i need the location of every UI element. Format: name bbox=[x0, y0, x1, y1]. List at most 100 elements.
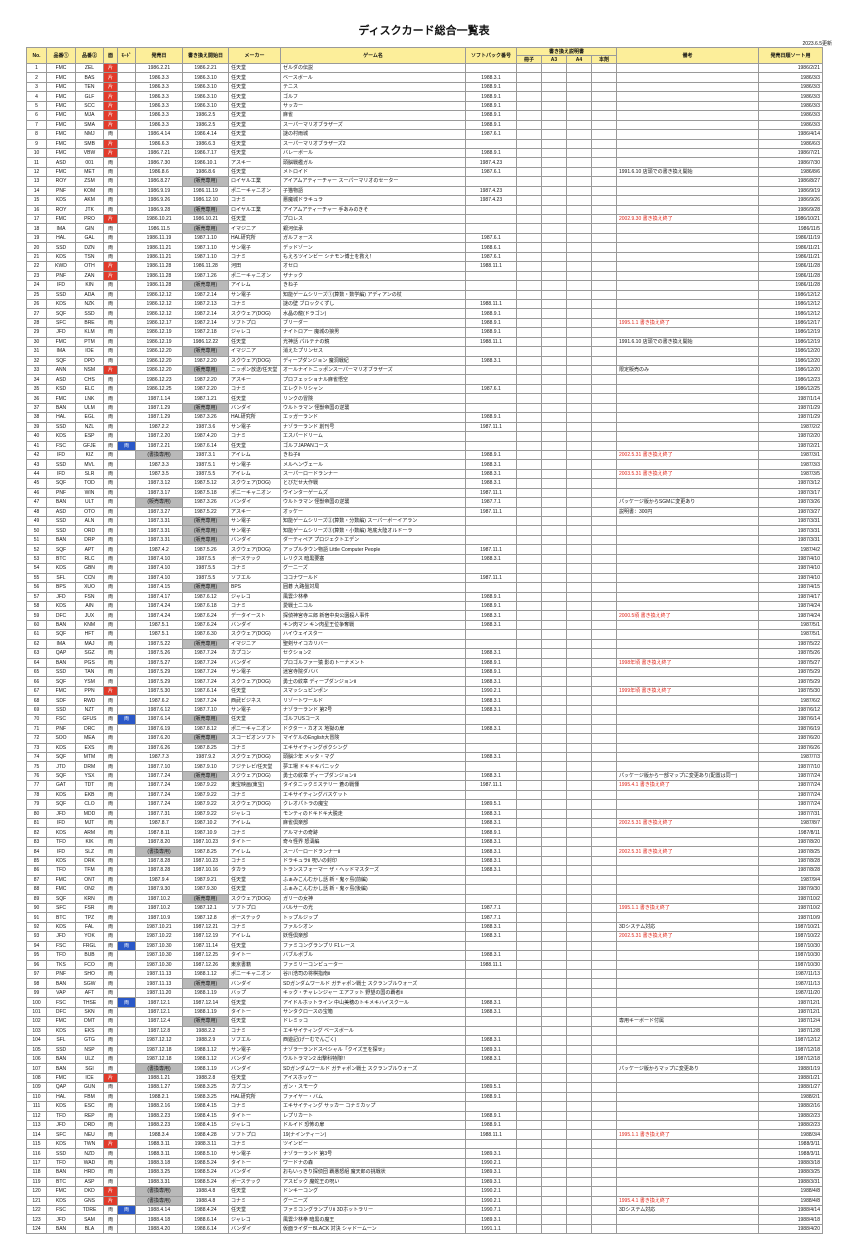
cell-mode: 両 bbox=[117, 1204, 136, 1216]
cell-note bbox=[616, 827, 759, 838]
cell-a3 bbox=[541, 1119, 567, 1131]
table-row: 17 FMC PRO 片 1986.10.21 1986.10.21 任天堂 プロレス 2002… bbox=[26, 213, 823, 225]
cell-a4 bbox=[566, 280, 592, 291]
cell-no: 9 bbox=[26, 138, 47, 149]
cell-note bbox=[616, 100, 759, 112]
cell-a3 bbox=[541, 817, 567, 829]
cell-sort: 1987/3/12 bbox=[758, 478, 823, 489]
cell-maker: 任天堂 bbox=[228, 940, 281, 952]
cell-no: 14 bbox=[26, 185, 47, 197]
cell-soft-pack: 1988.3.1 bbox=[465, 355, 517, 367]
cell-sort: 1987/11/13 bbox=[758, 968, 823, 980]
cell-serial2: ESC bbox=[75, 1101, 104, 1112]
cell-a4 bbox=[566, 648, 592, 659]
cell-sort: 1987/7/24 bbox=[758, 799, 823, 810]
cell-body bbox=[591, 270, 617, 282]
cell-note bbox=[616, 1044, 759, 1055]
cell-booklet bbox=[516, 648, 542, 659]
cell-face: 両 bbox=[103, 534, 118, 546]
cell-note bbox=[616, 619, 759, 631]
cell-face: 両 bbox=[103, 968, 118, 980]
table-row: 81 IFD MJT 両 1987.8.7 1987.10.2 アイレム 麻雀倶楽部 1988.… bbox=[26, 817, 823, 829]
cell-serial2: AIN bbox=[75, 600, 104, 612]
cell-serial1: FMC bbox=[46, 874, 76, 886]
cell-a3 bbox=[541, 1176, 567, 1188]
cell-booklet bbox=[516, 874, 542, 886]
cell-no: 57 bbox=[26, 591, 47, 602]
cell-rewrite-start: 1987.7.24 bbox=[182, 666, 229, 678]
cell-rewrite-start: 1987.4.20 bbox=[182, 431, 229, 442]
cell-sort: 1987/6/26 bbox=[758, 742, 823, 753]
cell-soft-pack bbox=[465, 1101, 517, 1112]
cell-maker: HAL研究所 bbox=[228, 412, 281, 423]
cell-sort: 1987/3/31 bbox=[758, 525, 823, 536]
cell-no: 16 bbox=[26, 204, 47, 216]
cell-maker: 任天堂 bbox=[228, 874, 281, 886]
cell-sort: 1987/10/21 bbox=[758, 921, 823, 933]
cell-maker: バンダイ bbox=[228, 1223, 281, 1234]
table-row: 11 ASD 001 両 1986.7.30 1986.10.1 アスキー 頭脳戦艦ガル 198… bbox=[26, 157, 823, 168]
cell-mode bbox=[117, 487, 136, 499]
cell-a3 bbox=[541, 383, 567, 395]
cell-no: 13 bbox=[26, 176, 47, 187]
cell-sort: 1987/3/26 bbox=[758, 497, 823, 508]
cell-game-name: ナゾラーランド 第3号 bbox=[280, 1148, 466, 1159]
cell-game-name: バレーボール bbox=[280, 147, 466, 159]
table-row: 92 KDS FAL 両 1987.10.21 1987.12.21 コナミ ファルシオン 19… bbox=[26, 921, 823, 933]
cell-soft-pack bbox=[465, 638, 517, 650]
cell-soft-pack bbox=[465, 62, 517, 74]
cell-serial1: BAN bbox=[46, 1053, 76, 1065]
cell-note bbox=[616, 1110, 759, 1122]
cell-a3 bbox=[541, 147, 567, 159]
cell-soft-pack: 1987.4.23 bbox=[465, 185, 517, 197]
cell-no: 26 bbox=[26, 298, 47, 310]
cell-soft-pack: 1991.1.1 bbox=[465, 1223, 517, 1234]
cell-body bbox=[591, 185, 617, 197]
cell-body bbox=[591, 723, 617, 735]
cell-booklet bbox=[516, 827, 542, 838]
table-row: 29 JFD KLM 両 1986.12.19 1987.2.18 ジャレコ ナイトロアー 魔… bbox=[26, 327, 823, 338]
cell-a4 bbox=[566, 487, 592, 499]
cell-mode bbox=[117, 459, 136, 470]
cell-face: 両 bbox=[103, 1016, 118, 1027]
cell-maker: ソフトプロ bbox=[228, 317, 281, 329]
cell-booklet bbox=[516, 1119, 542, 1131]
cell-soft-pack: 1989.5.1 bbox=[465, 1082, 517, 1093]
cell-soft-pack: 1988.3.1 bbox=[465, 997, 517, 1008]
cell-maker: バンダイ bbox=[228, 402, 281, 414]
cell-serial1: DFC bbox=[46, 610, 76, 621]
cell-serial2: HRD bbox=[75, 1167, 104, 1178]
cell-mode bbox=[117, 563, 136, 574]
cell-serial2: REP bbox=[75, 1110, 104, 1122]
cell-release: 1987.10.2 bbox=[135, 902, 183, 914]
cell-a4 bbox=[566, 393, 592, 404]
cell-a3 bbox=[541, 799, 567, 810]
cell-booklet bbox=[516, 940, 542, 952]
cell-sort: 1987/5/22 bbox=[758, 638, 823, 650]
cell-mode bbox=[117, 799, 136, 810]
cell-booklet bbox=[516, 176, 542, 187]
cell-maker: 任天堂 bbox=[228, 1186, 281, 1197]
cell-sort: 1987/1/29 bbox=[758, 402, 823, 414]
cell-soft-pack: 1987.11.1 bbox=[465, 780, 517, 791]
cell-note bbox=[616, 893, 759, 904]
cell-soft-pack: 1988.3.1 bbox=[465, 751, 517, 763]
cell-body bbox=[591, 374, 617, 385]
cell-serial1: BAN bbox=[46, 978, 76, 989]
cell-soft-pack bbox=[465, 884, 517, 895]
cell-body bbox=[591, 789, 617, 801]
cell-maker: HAL研究所 bbox=[228, 1091, 281, 1103]
cell-rewrite-start: 1987.11.14 bbox=[182, 940, 229, 952]
cell-face: 両 bbox=[103, 676, 118, 687]
cell-a4 bbox=[566, 619, 592, 631]
cell-a4 bbox=[566, 968, 592, 980]
cell-maker: 任天堂 bbox=[228, 1072, 281, 1084]
cell-soft-pack: 1988.3.1 bbox=[465, 723, 517, 735]
cell-release: 1986.9.19 bbox=[135, 185, 183, 197]
cell-mode bbox=[117, 1006, 136, 1018]
table-row: 24 IFD KIN 両 1986.11.28 (販売専用) アイレム きね子 1986/11/… bbox=[26, 280, 823, 291]
cell-release: 1987.10.2 bbox=[135, 893, 183, 904]
cell-rewrite-start: 1988.1.19 bbox=[182, 1063, 229, 1074]
cell-booklet bbox=[516, 525, 542, 536]
cell-body bbox=[591, 950, 617, 961]
